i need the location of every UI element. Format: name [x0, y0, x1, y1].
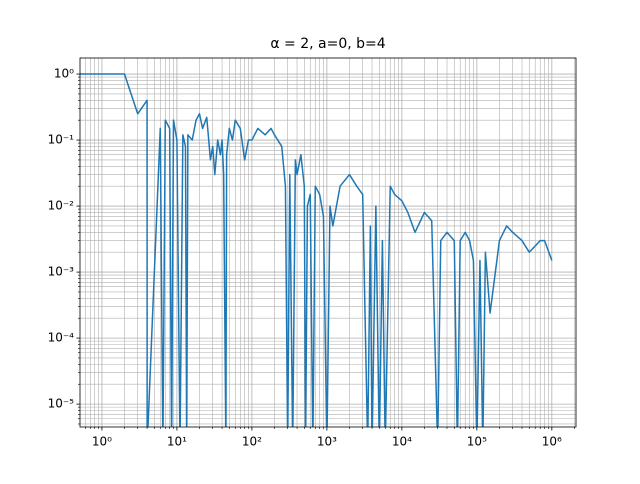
ticks: 10⁰ 10¹ 10² 10³ 10⁴ 10⁵ 10⁶ 10⁻⁵ 10⁻⁴ 10⁻³ 10⁻² 10⁻… — [48, 67, 575, 449]
y-tick-label: 10⁻⁴ — [48, 331, 75, 345]
x-tick-label: 10¹ — [167, 435, 187, 449]
x-tick-label: 10⁵ — [467, 435, 487, 449]
chart-title: α = 2, a=0, b=4 — [270, 36, 385, 52]
y-tick-label: 10⁻⁵ — [48, 397, 75, 411]
y-tick-label: 10⁻¹ — [48, 133, 75, 147]
y-tick-label: 10⁰ — [54, 67, 74, 81]
x-tick-label: 10⁶ — [542, 435, 562, 449]
axes-frame — [79, 57, 577, 428]
x-tick-label: 10² — [242, 435, 262, 449]
x-tick-label: 10³ — [317, 435, 337, 449]
y-tick-label: 10⁻³ — [48, 265, 75, 279]
y-tick-label: 10⁻² — [48, 199, 75, 213]
x-tick-label: 10⁴ — [392, 435, 412, 449]
x-tick-label: 10⁰ — [92, 435, 112, 449]
plot-area — [80, 73, 553, 427]
data-line — [80, 73, 553, 427]
